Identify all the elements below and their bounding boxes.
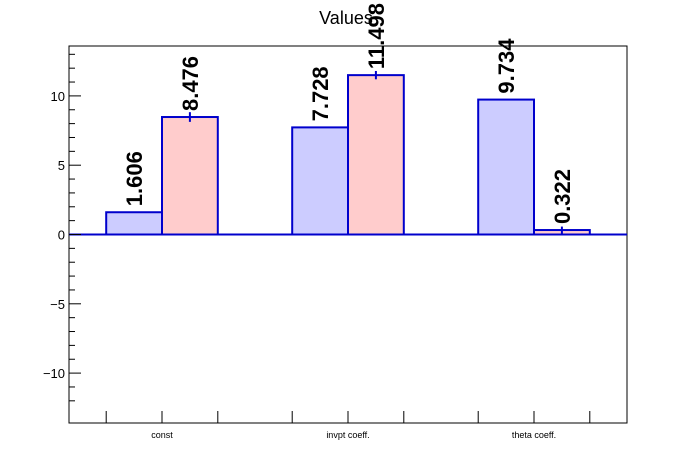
y-tick-label: −5 bbox=[50, 297, 65, 312]
data-label: 7.728 bbox=[308, 66, 333, 121]
x-category-label: const bbox=[151, 430, 173, 440]
y-tick-label: 5 bbox=[58, 158, 65, 173]
data-label: 11.498 bbox=[364, 3, 389, 69]
y-tick-label: 10 bbox=[51, 89, 65, 104]
data-label: 1.606 bbox=[122, 151, 147, 206]
bar bbox=[291, 126, 350, 236]
y-tick-label: 0 bbox=[58, 228, 65, 243]
bar bbox=[347, 74, 405, 236]
x-category-label: theta coeff. bbox=[512, 430, 556, 440]
bar bbox=[161, 116, 219, 236]
data-label: 0.322 bbox=[550, 169, 575, 224]
bar bbox=[105, 211, 163, 236]
y-tick-label: −10 bbox=[43, 366, 65, 381]
chart-title: Values bbox=[319, 8, 373, 28]
data-label: 8.476 bbox=[178, 56, 203, 111]
x-category-label: invpt coeff. bbox=[326, 430, 369, 440]
data-label: 9.734 bbox=[494, 38, 519, 94]
bar bbox=[477, 98, 536, 236]
